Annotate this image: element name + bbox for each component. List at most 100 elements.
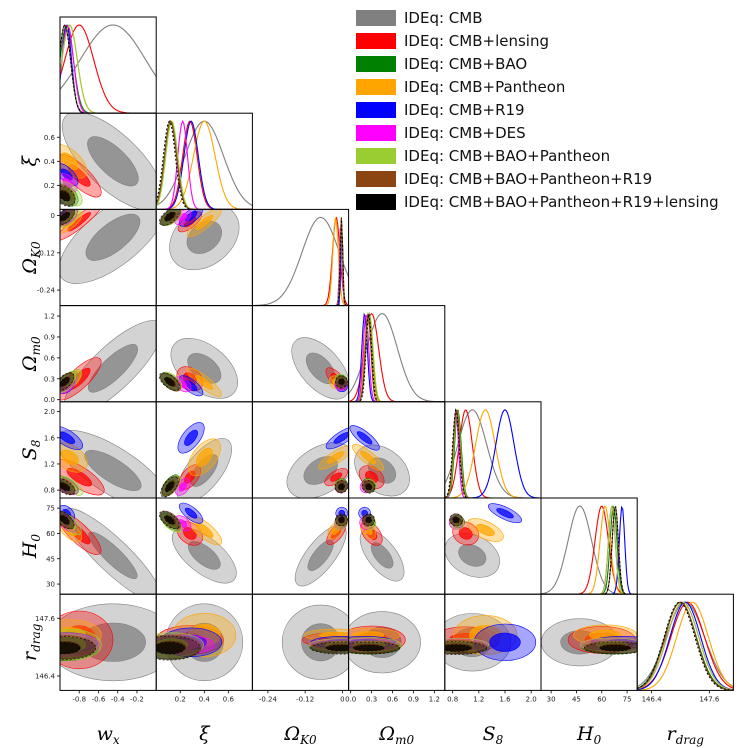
panel-3-1 xyxy=(155,305,253,403)
marginal-1-series-5 xyxy=(156,119,253,210)
xtick-4-3: 2.0 xyxy=(526,695,537,703)
marginal-6-series-8 xyxy=(637,601,734,691)
panel-6-5: 30 45 60 75 xyxy=(540,593,638,703)
legend: IDEq: CMB IDEq: CMB+lensing IDEq: CMB+BAO I… xyxy=(356,9,719,211)
contour68-5-1-series-4 xyxy=(184,507,198,519)
xtick-2-0: -0.24 xyxy=(259,695,278,703)
panel-3-0: 0.0 0.3 0.6 0.9 1.2 xyxy=(44,305,157,404)
contour68-2-1-series-4 xyxy=(184,210,198,222)
marginal-5-series-7 xyxy=(541,506,638,595)
marginal-6-series-4 xyxy=(637,601,734,691)
marginal-0-series-1 xyxy=(60,24,157,114)
xlabel-3: Ωm0 xyxy=(378,723,414,747)
ytick-2-1: -0.12 xyxy=(37,249,55,257)
panel-2-2 xyxy=(251,208,350,307)
legend-label-3: IDEq: CMB+Pantheon xyxy=(404,78,565,96)
marginal-4-series-4 xyxy=(444,409,541,498)
marginal-0-series-6 xyxy=(60,24,157,114)
legend-label-4: IDEq: CMB+R19 xyxy=(404,101,525,119)
xtick-3-3: 0.9 xyxy=(408,695,419,703)
ytick-5-2: 60 xyxy=(46,530,55,538)
ytick-4-2: 1.6 xyxy=(44,434,56,442)
contour68-4-2-series-8 xyxy=(337,483,345,491)
xtick-5-2: 60 xyxy=(597,695,606,703)
contour68-4-0-series-1 xyxy=(66,467,93,487)
marginal-5-series-2 xyxy=(541,505,638,595)
marginal-5-series-6 xyxy=(541,505,638,595)
contour68-5-4-series-4 xyxy=(496,508,514,519)
legend-swatch-8 xyxy=(356,194,396,210)
contour68-4-0-series-4 xyxy=(60,431,76,445)
marginal-6-series-6 xyxy=(637,601,734,691)
contour68-5-0-series-8 xyxy=(60,515,70,525)
contour68-1-0-series-8 xyxy=(60,190,71,202)
contour68-3-1-series-3 xyxy=(195,374,214,390)
contour68-3-2-series-8 xyxy=(338,378,345,385)
contour68-6-2-series-8 xyxy=(325,644,349,652)
marginal-4-series-6 xyxy=(444,408,541,498)
ytick-6-1: 147.6 xyxy=(35,615,56,623)
contour68-5-1-series-0 xyxy=(188,541,221,570)
marginal-1-series-7 xyxy=(156,120,253,210)
panel-6-1: 0.2 0.4 0.6 xyxy=(155,593,253,703)
contour68-5-0-series-0 xyxy=(88,531,138,580)
panel-5-0: 30 45 60 75 xyxy=(46,497,157,595)
marginal-1-series-6 xyxy=(156,120,253,210)
contour68-5-1-series-3 xyxy=(195,522,214,538)
xtick-3-2: 0.6 xyxy=(387,695,399,703)
contour68-6-5-series-8 xyxy=(599,644,631,652)
xtick-0-0: -0.8 xyxy=(72,695,86,703)
marginal-0-series-7 xyxy=(60,23,157,114)
panel-4-4 xyxy=(444,401,542,499)
contour68-5-2-series-4 xyxy=(338,509,346,517)
ytick-4-0: 0.8 xyxy=(44,487,55,495)
xtick-3-1: 0.3 xyxy=(366,695,377,703)
ytick-3-1: 0.3 xyxy=(44,375,55,383)
legend-swatch-1 xyxy=(356,33,396,49)
xtick-3-4: 1.2 xyxy=(429,695,440,703)
panel-6-6: 146.4 147.6 xyxy=(636,593,734,703)
contour68-5-4-series-8 xyxy=(452,516,460,524)
contour68-4-2-series-1 xyxy=(330,472,343,482)
xtick-4-1: 1.2 xyxy=(473,695,484,703)
xlabel-0: wx xyxy=(97,723,120,747)
marginal-1-series-1 xyxy=(156,120,253,210)
xtick-0-2: -0.4 xyxy=(111,695,125,703)
ytick-6-0: 146.4 xyxy=(35,672,56,680)
contour68-3-0-series-8 xyxy=(60,376,70,387)
contour68-5-2-series-8 xyxy=(338,516,345,524)
xtick-2-1: -0.12 xyxy=(296,695,314,703)
marginal-5-series-1 xyxy=(541,505,638,595)
panel-6-0: -0.8 -0.6 -0.4 -0.2 146.4 147.6 xyxy=(35,593,157,703)
legend-swatch-6 xyxy=(356,148,396,164)
ytick-4-1: 1.2 xyxy=(44,460,55,468)
xtick-1-0: 0.2 xyxy=(175,695,186,703)
xtick-3-0: 0.0 xyxy=(345,695,356,703)
contour68-3-1-series-8 xyxy=(164,376,175,387)
contour68-4-1-series-4 xyxy=(184,429,198,446)
xtick-4-2: 1.6 xyxy=(499,695,511,703)
legend-label-6: IDEq: CMB+BAO+Pantheon xyxy=(404,147,610,165)
ytick-3-0: 0.0 xyxy=(44,396,55,404)
ytick-5-3: 75 xyxy=(46,505,55,513)
xtick-0-1: -0.6 xyxy=(92,695,106,703)
ytick-3-4: 1.2 xyxy=(44,313,55,321)
ylabel-4: S8 xyxy=(19,439,43,460)
marginal-4-series-7 xyxy=(444,409,541,498)
ylabel-1: ξ xyxy=(19,155,41,167)
panel-5-4 xyxy=(444,497,542,595)
ytick-2-0: -0.24 xyxy=(37,287,56,295)
legend-swatch-3 xyxy=(356,79,396,95)
xtick-5-3: 75 xyxy=(623,695,632,703)
contour68-6-3-series-8 xyxy=(353,644,385,652)
ytick-1-0: 0.2 xyxy=(44,182,55,190)
ytick-3-3: 0.9 xyxy=(44,333,55,341)
panel-4-3 xyxy=(348,401,446,499)
panel-6-3: 0.0 0.3 0.6 0.9 1.2 xyxy=(345,593,446,703)
marginal-4-series-2 xyxy=(444,409,541,498)
contour68-4-3-series-3 xyxy=(359,450,377,465)
panel-4-1 xyxy=(155,401,253,499)
marginal-1-series-3 xyxy=(156,120,253,210)
contour68-5-4-series-1 xyxy=(458,527,473,540)
